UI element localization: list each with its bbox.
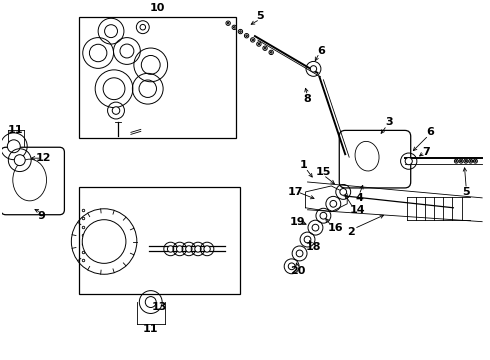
Circle shape bbox=[186, 246, 192, 252]
Text: 6: 6 bbox=[427, 127, 435, 138]
Text: 14: 14 bbox=[349, 205, 365, 215]
Circle shape bbox=[296, 250, 303, 257]
Text: 15: 15 bbox=[316, 167, 331, 177]
Circle shape bbox=[252, 39, 253, 41]
Text: 11: 11 bbox=[143, 324, 158, 334]
Text: 4: 4 bbox=[355, 193, 363, 203]
Text: 5: 5 bbox=[256, 11, 264, 21]
Circle shape bbox=[310, 66, 317, 72]
Circle shape bbox=[7, 140, 20, 153]
Text: 2: 2 bbox=[347, 226, 355, 237]
Text: 10: 10 bbox=[150, 3, 165, 13]
Text: 6: 6 bbox=[318, 46, 325, 56]
Circle shape bbox=[204, 246, 210, 252]
Bar bbox=[79, 17, 236, 138]
Text: 20: 20 bbox=[290, 266, 305, 276]
Circle shape bbox=[288, 263, 295, 270]
Circle shape bbox=[475, 161, 476, 162]
Circle shape bbox=[270, 51, 272, 53]
Text: 5: 5 bbox=[463, 187, 470, 197]
Circle shape bbox=[330, 201, 337, 207]
Circle shape bbox=[264, 48, 266, 49]
Circle shape bbox=[195, 246, 201, 252]
Circle shape bbox=[340, 189, 346, 195]
Circle shape bbox=[140, 24, 146, 30]
Text: 19: 19 bbox=[290, 217, 305, 227]
Circle shape bbox=[227, 22, 229, 24]
Text: 7: 7 bbox=[423, 147, 430, 157]
Text: 12: 12 bbox=[36, 153, 51, 163]
Circle shape bbox=[461, 161, 462, 162]
Circle shape bbox=[470, 161, 471, 162]
Circle shape bbox=[312, 224, 319, 231]
Text: 1: 1 bbox=[300, 160, 307, 170]
Text: 18: 18 bbox=[306, 243, 321, 252]
Circle shape bbox=[320, 212, 327, 219]
Circle shape bbox=[14, 155, 25, 166]
Circle shape bbox=[82, 220, 126, 264]
Text: 8: 8 bbox=[304, 94, 311, 104]
Text: 13: 13 bbox=[152, 302, 168, 312]
Text: 16: 16 bbox=[327, 222, 343, 233]
Text: 9: 9 bbox=[38, 211, 46, 221]
Circle shape bbox=[304, 236, 311, 243]
Circle shape bbox=[168, 246, 174, 252]
Text: 17: 17 bbox=[288, 187, 303, 197]
Circle shape bbox=[405, 158, 412, 165]
Circle shape bbox=[234, 27, 235, 28]
Circle shape bbox=[240, 31, 241, 32]
Text: 11: 11 bbox=[8, 125, 24, 135]
Circle shape bbox=[258, 43, 260, 45]
Circle shape bbox=[112, 107, 120, 114]
Circle shape bbox=[104, 25, 118, 37]
Circle shape bbox=[176, 246, 183, 252]
Circle shape bbox=[145, 297, 156, 307]
Text: 3: 3 bbox=[385, 117, 392, 127]
Circle shape bbox=[465, 161, 466, 162]
Circle shape bbox=[456, 161, 457, 162]
Circle shape bbox=[246, 35, 247, 36]
Bar bbox=[79, 187, 240, 294]
